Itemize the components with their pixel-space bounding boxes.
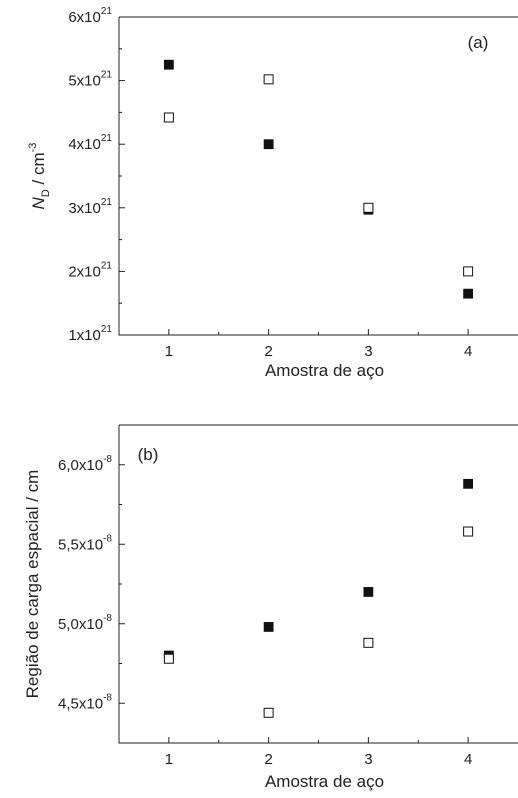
y-axis-label-sub: D — [40, 189, 52, 197]
data-point-filled — [363, 587, 374, 597]
y-tick-label: 4x1021 — [68, 133, 112, 153]
y-tick-exponent: 21 — [101, 70, 113, 81]
x-tick-label: 2 — [264, 343, 272, 360]
x-axis-label: Amostra de aço — [265, 772, 384, 791]
y-tick-exponent: -8 — [103, 454, 112, 465]
y-tick-exponent: -8 — [103, 613, 112, 624]
data-point-open — [163, 112, 174, 123]
chart-panel-a: 1 2 3 41x10212x10213x10214x10215x10216x1021… — [27, 6, 518, 380]
y-tick-exponent: 21 — [101, 197, 113, 208]
y-tick-mantissa: 4x10 — [68, 136, 101, 153]
panel-label: (a) — [468, 33, 489, 52]
y-tick-exponent: -8 — [103, 692, 112, 703]
data-point-open — [463, 526, 474, 537]
y-tick-label: 1x1021 — [68, 324, 112, 344]
data-point-filled — [263, 622, 274, 632]
y-tick-mantissa: 5,0x10 — [58, 616, 103, 633]
y-tick-label: 5,5x10-8 — [58, 533, 112, 553]
x-tick-label: 4 — [464, 343, 472, 360]
data-point-open — [463, 266, 474, 277]
y-tick-mantissa: 3x10 — [68, 200, 101, 217]
y-axis-label-main: N — [29, 196, 48, 209]
y-tick-mantissa: 2x10 — [68, 263, 101, 280]
y-tick-label: 2x1021 — [68, 260, 112, 280]
y-axis-label-unit: / cm — [29, 152, 48, 189]
data-point-filled — [463, 288, 474, 299]
x-tick-label: 3 — [364, 751, 372, 768]
x-tick-label: 1 — [165, 343, 173, 360]
y-axis-label: ND / cm-3 — [27, 143, 52, 210]
x-tick-label: 4 — [464, 751, 472, 768]
data-point-filled — [463, 478, 474, 489]
data-point-open — [263, 707, 274, 718]
y-tick-mantissa: 6,0x10 — [58, 457, 103, 474]
y-tick-label: 6x1021 — [68, 6, 112, 26]
y-tick-label: 6,0x10-8 — [58, 454, 112, 474]
panel-label: (b) — [138, 445, 159, 464]
x-tick-label: 2 — [264, 751, 272, 768]
y-tick-mantissa: 5,5x10 — [58, 536, 103, 553]
y-tick-mantissa: 4,5x10 — [58, 695, 103, 712]
x-tick-label: 3 — [364, 343, 372, 360]
x-tick-label: 1 — [165, 751, 173, 768]
data-point-filled — [163, 59, 174, 70]
y-tick-exponent: 21 — [101, 324, 113, 335]
y-tick-exponent: 21 — [101, 260, 113, 271]
x-axis-label: Amostra de aço — [265, 361, 384, 380]
y-tick-label: 5,0x10-8 — [58, 613, 112, 633]
chart-panel-b: 1 2 3 44,5x10-85,0x10-85,5x10-86,0x10-8Amos… — [23, 424, 518, 791]
data-point-open — [163, 653, 174, 664]
y-tick-mantissa: 1x10 — [68, 327, 101, 344]
y-tick-exponent: 21 — [101, 6, 113, 17]
y-axis-label: Região de carga espacial / cm — [23, 470, 42, 699]
data-point-open — [363, 202, 374, 213]
y-tick-mantissa: 6x10 — [68, 9, 101, 26]
y-axis-label-main: Região de carga espacial / cm — [23, 470, 42, 699]
y-tick-label: 3x1021 — [68, 197, 112, 217]
y-tick-exponent: -8 — [103, 533, 112, 544]
data-point-open — [263, 74, 274, 85]
data-point-open — [363, 637, 374, 648]
y-tick-exponent: 21 — [101, 133, 113, 144]
axis-frame — [118, 425, 518, 744]
y-axis-label-sup: -3 — [27, 143, 39, 153]
axis-frame — [118, 17, 518, 336]
data-point-filled — [263, 139, 274, 150]
y-tick-label: 4,5x10-8 — [58, 692, 112, 712]
y-tick-mantissa: 5x10 — [68, 73, 101, 90]
y-tick-label: 5x1021 — [68, 70, 112, 90]
